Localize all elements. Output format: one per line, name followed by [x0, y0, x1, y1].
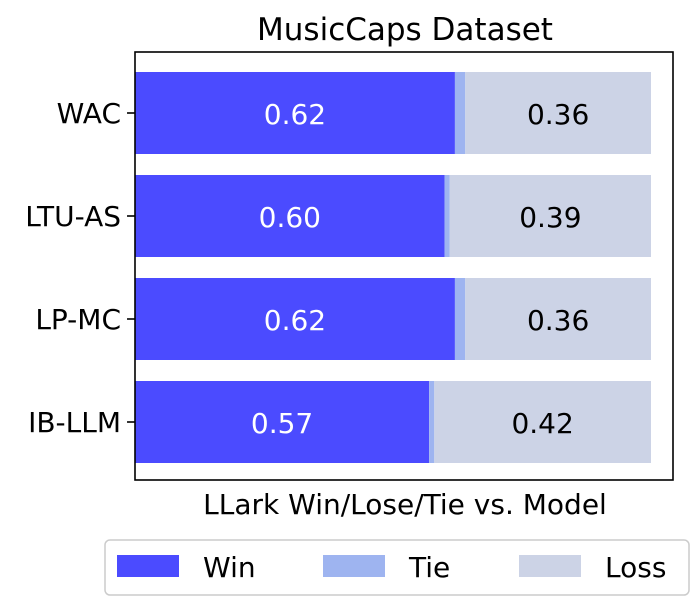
bar-tie-lp-mc: [454, 278, 466, 360]
legend-items: Win Tie Loss: [117, 551, 666, 584]
bar-win-ib-llm: [135, 381, 430, 463]
bar-win-ltu-as: [135, 175, 445, 257]
y-tick-label-lp-mc: LP-MC: [35, 303, 121, 336]
legend: Win Tie Loss: [104, 539, 690, 596]
bar-tie-ib-llm: [429, 381, 435, 463]
plot-frame: [134, 51, 674, 481]
data-label-loss-wac: 0.36: [527, 98, 589, 131]
data-label-loss-lp-mc: 0.36: [527, 304, 589, 337]
data-label-win-ib-llm: 0.57: [251, 407, 313, 440]
legend-swatch-win: [117, 555, 179, 577]
bar-loss-ltu-as: [449, 175, 651, 257]
data-label-loss-ltu-as: 0.39: [519, 201, 581, 234]
bar-loss-ib-llm: [434, 381, 651, 463]
y-tick-labels: WAC LTU-AS LP-MC IB-LLM: [25, 97, 135, 439]
y-tick-label-wac: WAC: [57, 97, 121, 130]
x-axis-label: LLark Win/Lose/Tie vs. Model: [203, 488, 607, 521]
bar-win-wac: [135, 72, 455, 154]
bar-tie-ltu-as: [444, 175, 450, 257]
bar-loss-wac: [465, 72, 651, 154]
bar-tie-wac: [454, 72, 466, 154]
legend-label-win: Win: [203, 551, 256, 584]
bar-loss-lp-mc: [465, 278, 651, 360]
legend-swatch-tie: [323, 555, 385, 577]
legend-label-loss: Loss: [605, 551, 666, 584]
bars-layer: 0.62 0.36 0.60 0.39 0.62 0.36 0.57 0.42: [135, 72, 651, 463]
y-tick-label-ltu-as: LTU-AS: [25, 200, 121, 233]
legend-swatch-loss: [519, 555, 581, 577]
data-label-loss-ib-llm: 0.42: [511, 407, 573, 440]
data-label-win-lp-mc: 0.62: [264, 304, 326, 337]
data-label-win-ltu-as: 0.60: [259, 201, 321, 234]
y-tick-label-ib-llm: IB-LLM: [28, 406, 121, 439]
legend-frame: [104, 539, 690, 596]
legend-label-tie: Tie: [408, 551, 450, 584]
data-label-win-wac: 0.62: [264, 98, 326, 131]
chart-title: MusicCaps Dataset: [257, 12, 553, 48]
bar-win-lp-mc: [135, 278, 455, 360]
